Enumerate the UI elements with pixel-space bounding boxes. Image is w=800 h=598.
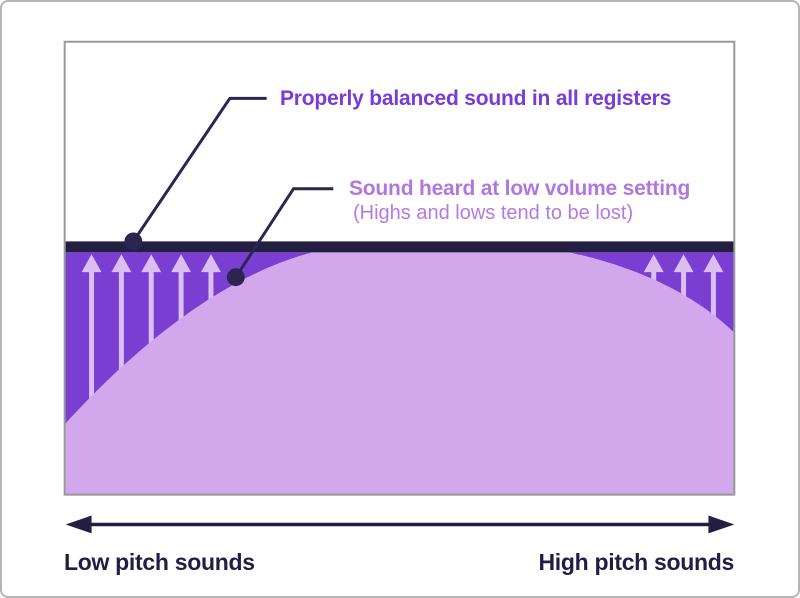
balanced-sound-label: Properly balanced sound in all registers (280, 87, 672, 110)
low-volume-label: Sound heard at low volume setting (349, 177, 691, 200)
low-volume-dome (64, 252, 735, 495)
low-volume-leader-line (234, 187, 334, 278)
low-volume-leader-dot (226, 268, 245, 287)
pitch-axis-arrow (65, 515, 735, 534)
balanced-leader-line (132, 96, 267, 243)
balanced-leader-dot (124, 232, 143, 251)
pitch-axis-left-arrowhead-icon (65, 515, 92, 534)
balanced-sound-bar (64, 241, 735, 253)
high-pitch-axis-label: High pitch sounds (538, 549, 735, 575)
balanced-leader (124, 96, 267, 251)
low-volume-sublabel: (Highs and lows tend to be lost) (353, 202, 634, 224)
low-volume-leader (226, 187, 334, 287)
panel-border (63, 40, 736, 496)
pitch-axis-right-arrowhead-icon (708, 515, 735, 534)
low-pitch-axis-label: Low pitch sounds (64, 549, 255, 575)
